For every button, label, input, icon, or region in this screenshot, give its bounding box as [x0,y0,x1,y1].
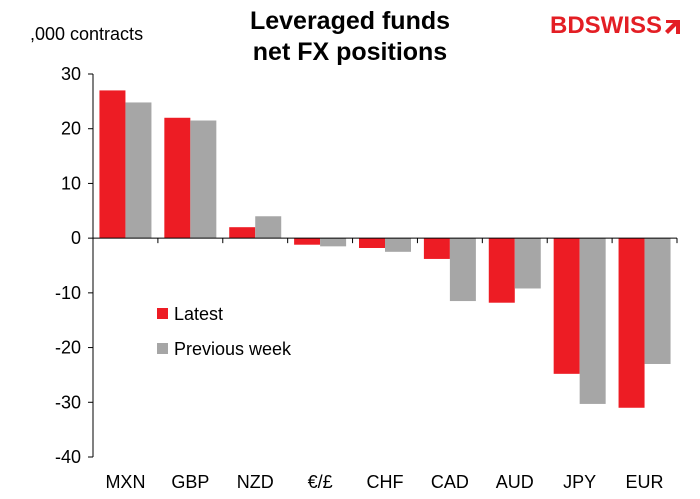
bar-previous-week-5 [385,238,411,252]
y-tick-label: 20 [61,119,81,139]
y-tick-label: 10 [61,173,81,193]
x-tick-label: AUD [496,472,534,492]
bdswiss-logo: BDSWISS [550,12,682,40]
bar-latest-4 [294,238,321,245]
bar-previous-week-2 [190,120,217,239]
y-tick-label: -30 [55,392,81,412]
legend-swatch-previous-week [157,343,168,354]
bar-previous-week-9 [644,238,671,364]
x-tick-label: CHF [367,472,404,492]
x-tick-label: GBP [171,472,209,492]
bar-latest-2 [164,117,191,239]
bar-latest-5 [359,238,385,248]
bar-previous-week-7 [514,238,541,289]
legend-swatch-latest [157,308,168,319]
legend-label-latest: Latest [174,304,223,324]
x-tick-label: NZD [237,472,274,492]
y-tick-label: -10 [55,283,81,303]
y-axis-unit-label: ,000 contracts [30,24,144,44]
y-tick-label: -40 [55,447,81,467]
bar-latest-7 [488,238,515,303]
x-tick-label: CAD [431,472,469,492]
bar-latest-3 [229,227,256,239]
x-tick-label: EUR [626,472,664,492]
bar-previous-week-1 [125,102,152,239]
bar-latest-6 [423,238,450,259]
logo-arrow-icon [665,19,681,34]
x-tick-label: JPY [563,472,596,492]
chart-title-line-2: net FX positions [252,38,448,66]
bar-latest-9 [618,238,645,408]
bar-latest-8 [553,238,580,374]
y-tick-label: 30 [61,64,81,84]
x-tick-label: MXN [105,472,145,492]
bar-previous-week-3 [255,216,282,239]
bar-previous-week-8 [579,238,606,404]
bar-previous-week-6 [449,238,476,302]
logo-text-bd: BD [550,12,585,39]
axes-group: 30 20 10 0 -10 -20 -30 -40 MXN GBP NZD €/£ CHF CAD AUD… [55,64,678,492]
legend: Latest Previous week [157,304,292,359]
bars-group [99,90,671,408]
chart-title: Leveraged funds net FX positions [190,6,510,68]
y-tick-label: 0 [71,228,81,248]
bar-latest-1 [99,90,126,239]
bar-previous-week-4 [320,238,347,247]
y-tick-label: -20 [55,338,81,358]
legend-label-previous-week: Previous week [174,339,292,359]
x-tick-label: €/£ [308,472,333,492]
logo-text-swiss: SWISS [584,12,663,39]
chart-title-line-1: Leveraged funds [249,7,451,35]
